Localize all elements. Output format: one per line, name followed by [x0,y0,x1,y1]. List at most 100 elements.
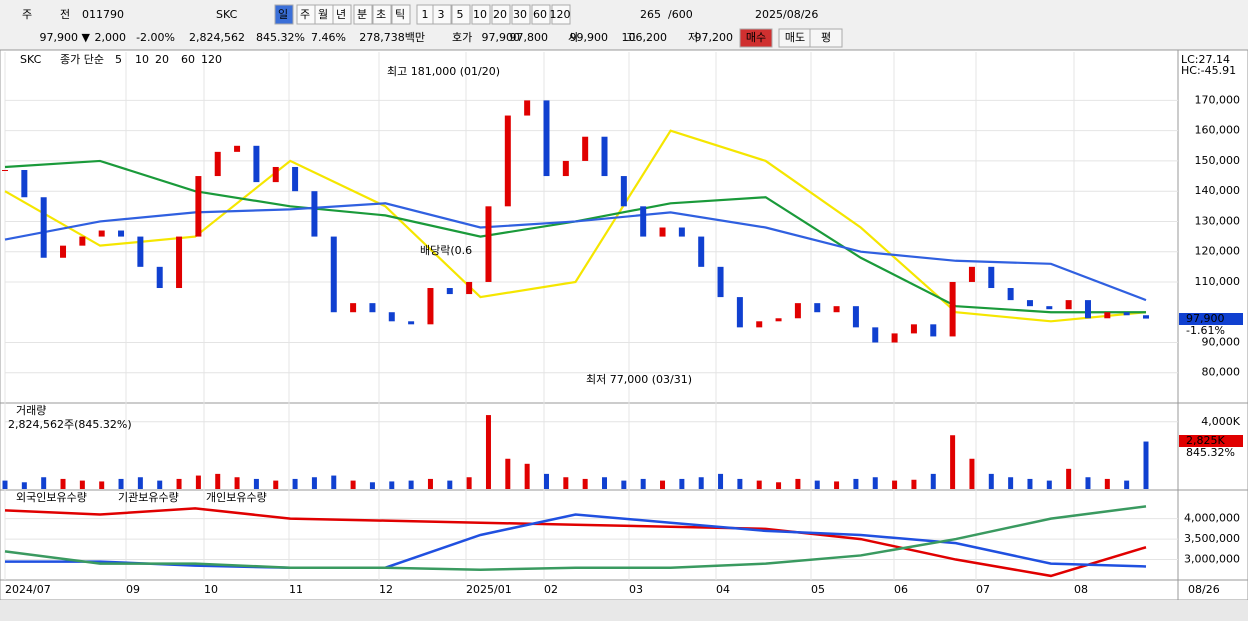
volume-bar [660,480,666,489]
volume-bar [331,475,337,489]
x-tick-label: 09 [126,583,140,596]
trade-button[interactable] [809,28,843,48]
toolbar-text[interactable]: 20 [493,8,507,21]
toolbar-text: 265 [640,8,661,21]
toolbar-button[interactable] [391,4,411,25]
candle-body [814,303,821,313]
toolbar-text[interactable]: 10 [473,8,487,21]
quote-text: 97,800 [510,31,549,44]
volume-bar [215,473,221,489]
last-price: 97,900 [1186,312,1225,325]
toolbar-text[interactable]: 1 [422,8,429,21]
legend-item: 5 [115,53,122,66]
holding-line [4,507,1147,578]
candle-body [214,151,221,177]
volume-bar [737,478,743,489]
toolbar-text[interactable]: 일 [278,7,288,21]
toolbar-text[interactable]: 월 [318,8,328,21]
toolbar-button[interactable] [332,4,352,25]
candle-body [466,281,473,295]
toolbar-text[interactable]: 3 [438,8,445,21]
quote-text: 97,900 [482,31,521,44]
quote-text: 2,000 [95,31,127,44]
volume-bar [776,482,782,489]
legend-item: 120 [201,53,222,66]
candle-body [40,197,47,258]
candle-body [988,266,995,289]
volume-bar [756,480,762,489]
quote-text: 99,900 [570,31,609,44]
candle-body [582,136,589,161]
toolbar-text[interactable]: 틱 [395,8,405,21]
candle-body [311,191,318,237]
trade-button[interactable] [739,28,773,48]
x-tick-label: 11 [289,583,303,596]
toolbar-text[interactable]: 초 [376,8,386,21]
toolbar-button[interactable] [451,4,471,25]
quote-text: 시 [568,31,578,44]
y-tick-label: 80,000 [1202,366,1241,379]
candle-body [620,176,627,207]
toolbar-text: 주 [22,8,32,21]
quote-text[interactable]: 매도 [785,31,805,44]
volume-bar [505,458,511,489]
candle-body [1104,312,1111,319]
toolbar-button[interactable] [491,4,511,25]
legend-item: 외국인보유수량 [16,491,87,504]
toolbar-button[interactable] [531,4,551,25]
volume-bar [988,473,994,489]
legend-title: 종가 단순 [60,53,104,66]
scrollbar[interactable] [0,600,1248,621]
holding-line [4,505,1147,572]
toolbar-text[interactable]: 년 [336,8,346,21]
volume-bar [969,458,975,489]
volume-bar [292,478,298,489]
candle-body [137,236,144,267]
toolbar-button[interactable] [471,4,491,25]
volume-bar [60,478,66,489]
candle-body [698,236,705,267]
volume-bar [195,475,201,489]
toolbar-button[interactable] [274,4,294,25]
legend-item: 20 [155,53,169,66]
toolbar-text: /600 [668,8,693,21]
candle-body [1046,306,1053,310]
volume-bar [1143,441,1149,489]
toolbar-text[interactable]: 60 [533,8,547,21]
holding-line [5,513,1147,569]
quote-text[interactable]: 매수 [746,31,766,44]
toolbar-button[interactable] [353,4,373,25]
candle-body [504,115,511,207]
candle-body [717,266,724,298]
candle-body [408,321,415,325]
candle-body [1084,300,1091,319]
candle-body [1065,300,1072,310]
toolbar-button[interactable] [432,4,452,25]
volume-bar [543,473,549,489]
toolbar-text[interactable]: 30 [513,8,527,21]
quote-text[interactable]: 평 [821,31,831,44]
toolbar-text[interactable]: 주 [300,8,310,21]
quote-text: 고 [626,31,636,44]
volume-bar [679,478,685,489]
toolbar-button[interactable] [511,4,531,25]
last-volume-change: 845.32% [1186,446,1235,459]
x-tick-label: 10 [204,583,218,596]
volume-bar [814,480,820,489]
toolbar-text: 011790 [82,8,124,21]
volume-bar [640,478,646,489]
toolbar-button[interactable] [372,4,392,25]
quote-text: -2.00% [136,31,175,44]
toolbar-button[interactable] [551,4,571,25]
ma-line [4,202,1147,302]
volume-bar [408,480,414,489]
toolbar-text: SKC [216,8,238,21]
low-note: 최저 77,000 (03/31) [586,373,692,386]
quote-text: 7.46% [311,31,346,44]
toolbar-text[interactable]: 120 [550,8,571,21]
quote-text: 호가 [452,31,472,44]
toolbar-text[interactable]: 분 [357,8,367,21]
chart-bg [0,49,1248,601]
toolbar-text[interactable]: 5 [457,8,464,21]
volume-bar [1066,468,1072,489]
